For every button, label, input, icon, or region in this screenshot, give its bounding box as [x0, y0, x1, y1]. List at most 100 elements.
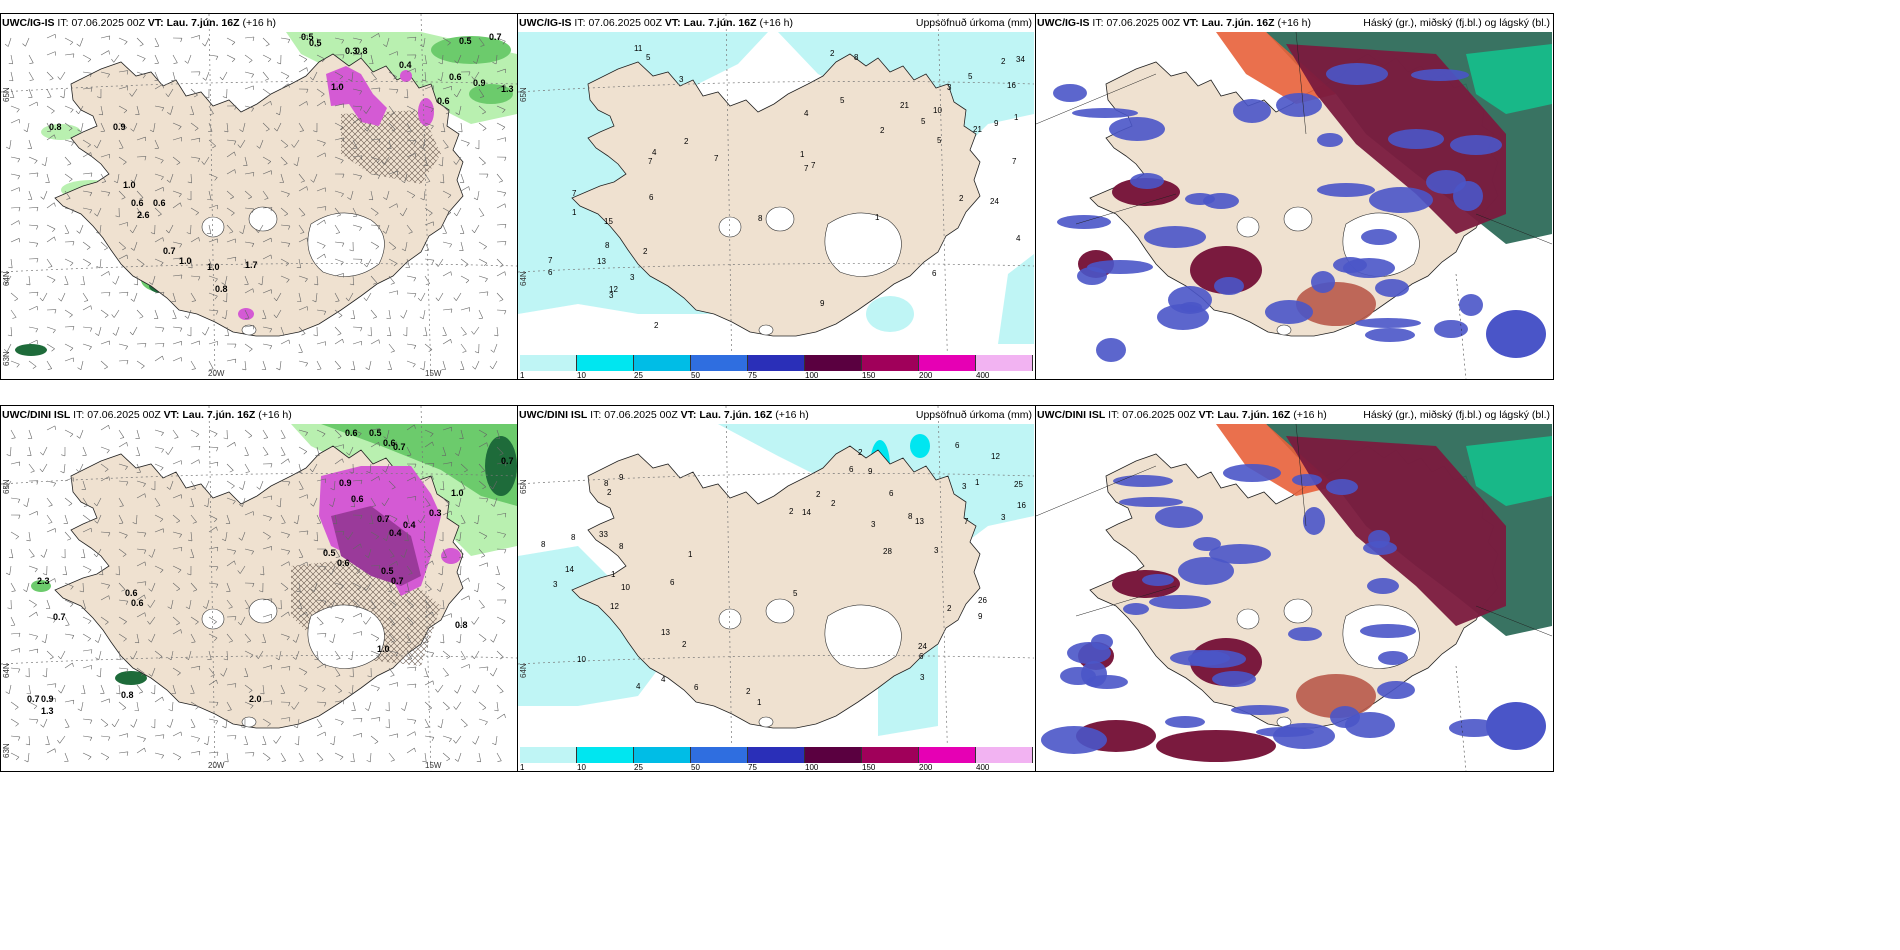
wind-barb-flag [455, 504, 460, 508]
precip-value: 7 [548, 256, 553, 265]
wind-barb-flag [426, 181, 431, 183]
wind-barb [442, 105, 450, 113]
wind-barb-flag [36, 480, 39, 485]
wind-barb [43, 548, 48, 558]
wind-barb [316, 701, 326, 703]
wind-barb [388, 561, 397, 567]
wind-barb [190, 292, 196, 301]
wind-barb [388, 480, 396, 488]
wind-barb-flag [462, 350, 467, 353]
wind-barb-flag [473, 197, 478, 201]
wind-barb [190, 684, 195, 694]
wind-barb [493, 633, 498, 643]
wind-barb-flag [359, 90, 363, 95]
header-it-label: IT: [590, 409, 602, 421]
wind-barb-flag [396, 203, 398, 208]
wind-barb [190, 497, 194, 507]
wind-barb-flag [313, 539, 318, 542]
wind-barb-flag [322, 245, 326, 249]
wind-barb [10, 752, 20, 758]
wind-barb-flag [51, 348, 55, 352]
precip-value: 3 [947, 83, 952, 92]
wind-barb-flag [450, 271, 452, 276]
wind-barb-flag [67, 538, 72, 541]
precip-value: 8 [571, 533, 576, 542]
precip-value: 0.5 [301, 32, 314, 42]
wind-barb-flag [356, 571, 361, 574]
wind-barb [332, 633, 336, 643]
wind-barb [28, 611, 37, 618]
wind-barb-flag [111, 723, 115, 728]
wind-barb [370, 599, 376, 608]
wind-barb [172, 257, 182, 260]
wind-barb-flag [345, 536, 349, 540]
precip-value: 14 [802, 508, 811, 517]
wind-barb-flag [383, 538, 387, 541]
wind-barb-flag [490, 639, 494, 643]
wind-barb-flag [319, 623, 324, 626]
wind-barb-flag [214, 637, 218, 641]
precip-value: 2 [684, 137, 689, 146]
wind-barb [370, 565, 380, 567]
wind-barb-flag [107, 192, 111, 197]
wind-barb [132, 650, 138, 660]
wind-barb-flag [413, 720, 417, 725]
wind-barb-flag [54, 134, 56, 139]
wind-barb-flag [303, 451, 307, 455]
wind-barb [370, 735, 379, 742]
wind-barb-flag [87, 263, 91, 267]
precip-values: 9121312132433252610931416288146631863179… [541, 441, 1026, 707]
wind-barb [80, 360, 84, 370]
wind-barb [280, 752, 286, 761]
wind-barb-flag [303, 59, 308, 63]
wind-barb-flag [291, 144, 295, 148]
wind-barb [172, 341, 182, 345]
wind-barb [136, 37, 144, 45]
wind-barb-flag [233, 550, 237, 555]
wind-barb [187, 54, 192, 64]
wind-barb-flag [378, 33, 380, 38]
wind-barb [10, 54, 14, 64]
wind-barb [244, 275, 249, 285]
wind-barb-flag [450, 339, 452, 344]
wind-barb-flag [89, 719, 93, 724]
wind-barb-flag [337, 367, 342, 370]
precip-value: 0.6 [125, 588, 138, 598]
wind-barb [262, 71, 269, 80]
wind-barb [226, 701, 232, 710]
wind-barb-flag [160, 176, 164, 181]
precip-value: 1 [757, 698, 762, 707]
wind-barb-flag [410, 605, 414, 609]
wind-barb-flag [160, 262, 164, 266]
wind-barb-flag [65, 726, 70, 728]
wind-barb-flag [378, 717, 381, 722]
wind-barb-flag [266, 758, 271, 761]
wind-barb-flag [185, 657, 189, 660]
wind-barb-flag [165, 229, 170, 234]
wind-barb-flag [264, 454, 269, 456]
precip-value: 3 [679, 75, 684, 84]
wind-barb-flag [448, 738, 452, 743]
wind-barb [61, 292, 66, 302]
wind-barb [154, 696, 163, 703]
wind-barb-flag [432, 612, 434, 617]
legend-tick: 25 [634, 371, 643, 380]
wind-barb-flag [306, 530, 309, 535]
precip-value: 1 [975, 478, 980, 487]
wind-barb-flag [231, 485, 235, 489]
wind-barb-flag [422, 760, 427, 763]
wind-barb [370, 633, 380, 639]
wind-barb-flag [306, 101, 308, 106]
wind-barb-flag [350, 506, 355, 508]
wind-barb [10, 701, 19, 708]
wind-barb [280, 531, 290, 535]
wind-barb [46, 275, 56, 281]
wind-barb-flag [139, 44, 144, 47]
wind-barb [424, 497, 431, 506]
wind-barb [10, 718, 19, 725]
wind-barb [368, 701, 372, 711]
wind-barb [370, 190, 374, 200]
wind-barb-flag [34, 160, 38, 164]
wind-barb-flag [221, 282, 226, 286]
wind-barb [440, 71, 444, 81]
